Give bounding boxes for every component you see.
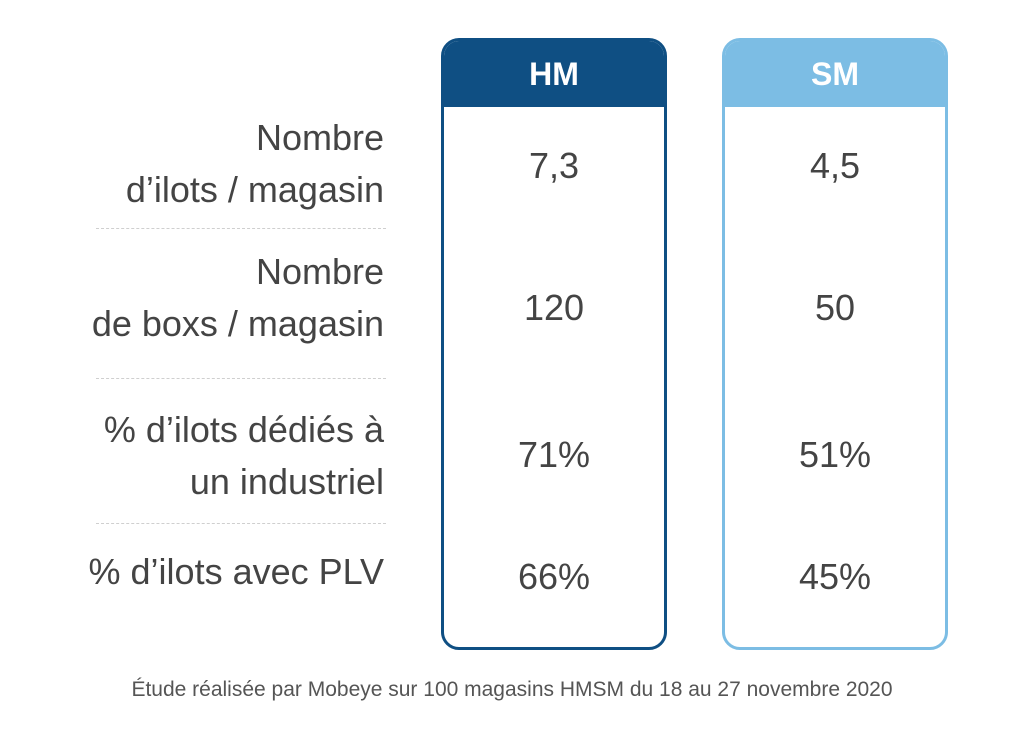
value-hm-plv: 66% <box>517 556 591 597</box>
row-divider <box>96 378 386 379</box>
row-label-line: de boxs / magasin <box>91 303 384 344</box>
row-label-line: Nombre <box>255 117 384 158</box>
row-label-boxs: Nombre de boxs / magasin <box>92 246 384 350</box>
row-divider <box>96 228 386 229</box>
column-sm: SM 4,5 50 51% 45% <box>722 38 948 650</box>
value-sm-boxs: 50 <box>814 287 856 328</box>
row-label-line: d’ilots / magasin <box>125 169 384 210</box>
column-hm: HM 7,3 120 71% 66% <box>441 38 667 650</box>
value-sm-ilots: 4,5 <box>809 145 861 186</box>
row-label-line: % d’ilots dédiés à <box>103 409 384 450</box>
column-header-sm: SM <box>725 41 945 107</box>
value-sm-plv: 45% <box>798 556 872 597</box>
row-label-line: un industriel <box>189 461 384 502</box>
row-label-plv: % d’ilots avec PLV <box>89 546 384 598</box>
row-label-ilots: Nombre d’ilots / magasin <box>126 112 384 216</box>
column-header-hm: HM <box>444 41 664 107</box>
value-sm-industriel: 51% <box>798 434 872 475</box>
value-hm-industriel: 71% <box>517 434 591 475</box>
row-label-industriel: % d’ilots dédiés à un industriel <box>104 404 384 508</box>
value-hm-boxs: 120 <box>523 287 585 328</box>
row-divider <box>96 523 386 524</box>
row-label-line: % d’ilots avec PLV <box>88 551 384 592</box>
footnote: Étude réalisée par Mobeye sur 100 magasi… <box>131 678 893 701</box>
value-hm-ilots: 7,3 <box>528 145 580 186</box>
row-label-line: Nombre <box>255 251 384 292</box>
